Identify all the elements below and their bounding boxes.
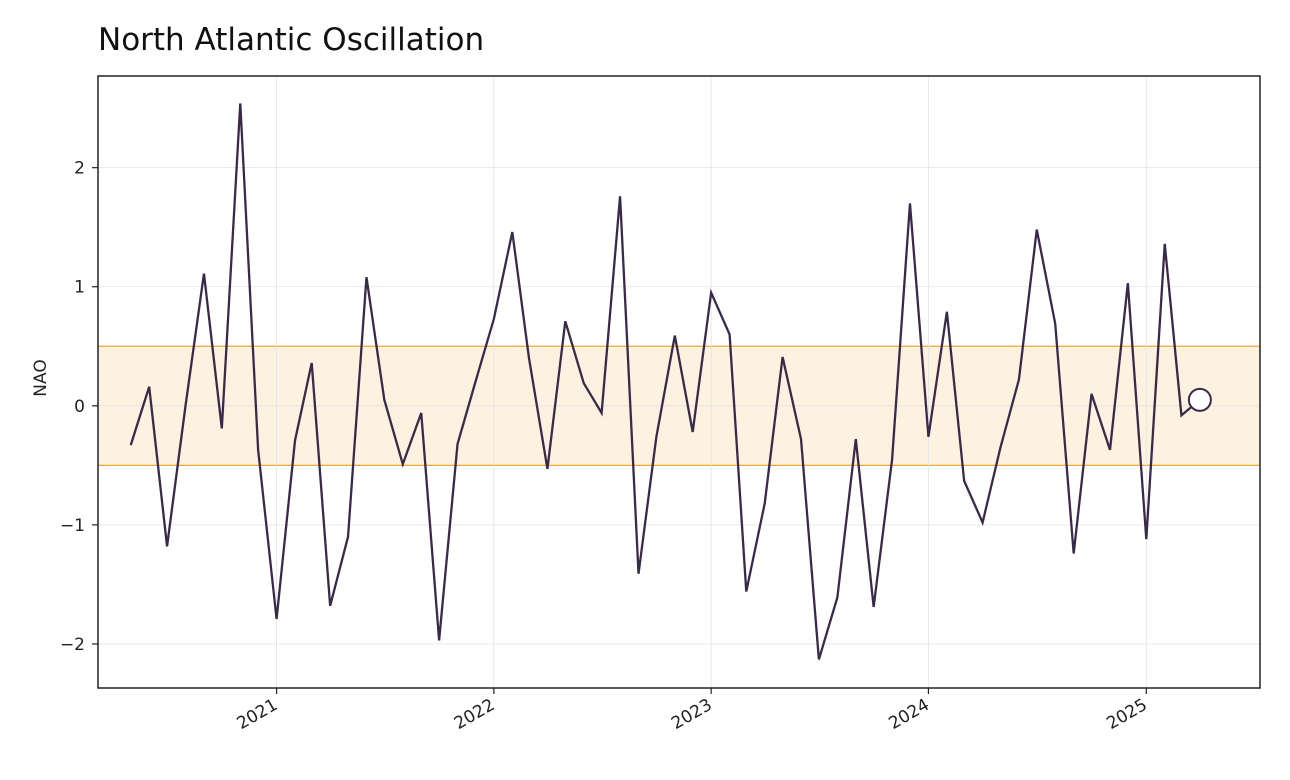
y-tick-label: −1 [60, 516, 85, 536]
x-tick-label: 2022 [451, 695, 498, 734]
x-tick-label: 2023 [668, 695, 715, 734]
y-tick-label: −2 [60, 635, 85, 655]
y-tick-label: 2 [74, 159, 85, 179]
series-layer [129, 103, 1212, 660]
last-point-marker [1187, 387, 1212, 412]
plot-border [97, 75, 1261, 689]
y-axis-label: NAO [31, 359, 51, 396]
x-tick-label: 2021 [234, 695, 281, 734]
y-tick-label: 1 [74, 278, 85, 298]
plot-frame [97, 75, 1261, 689]
chart-title: North Atlantic Oscillation [98, 22, 485, 58]
y-tick-label: 0 [74, 397, 85, 417]
x-tick-label: 2024 [885, 695, 932, 734]
x-tick-label: 2025 [1103, 695, 1150, 734]
series-line [129, 103, 1201, 660]
gridlines [98, 76, 1260, 688]
